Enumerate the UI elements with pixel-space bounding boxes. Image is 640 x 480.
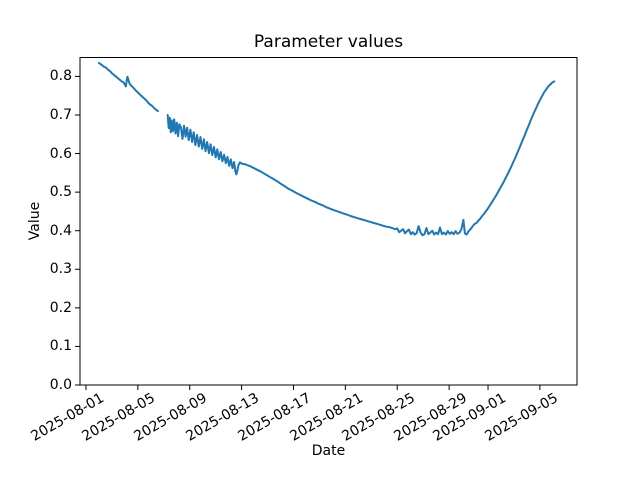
- y-tick-label: 0.4: [49, 222, 72, 239]
- data-line-parameter-values: [166, 80, 556, 237]
- data-line-parameter-values: [97, 61, 159, 113]
- y-tick-label: 0.3: [49, 261, 72, 278]
- y-tick-label: 0.2: [49, 299, 72, 316]
- y-tick-label: 0.1: [49, 338, 72, 355]
- y-tick-label: 0.7: [49, 106, 72, 123]
- chart-title: Parameter values: [253, 32, 404, 52]
- y-tick-label: 0.0: [49, 377, 72, 393]
- x-axis-label: Date: [311, 443, 346, 459]
- plot-border: [79, 57, 578, 386]
- y-tick-label: 0.5: [49, 184, 72, 201]
- y-tick-label: 0.6: [49, 145, 72, 162]
- y-tick-label: 0.8: [49, 68, 72, 85]
